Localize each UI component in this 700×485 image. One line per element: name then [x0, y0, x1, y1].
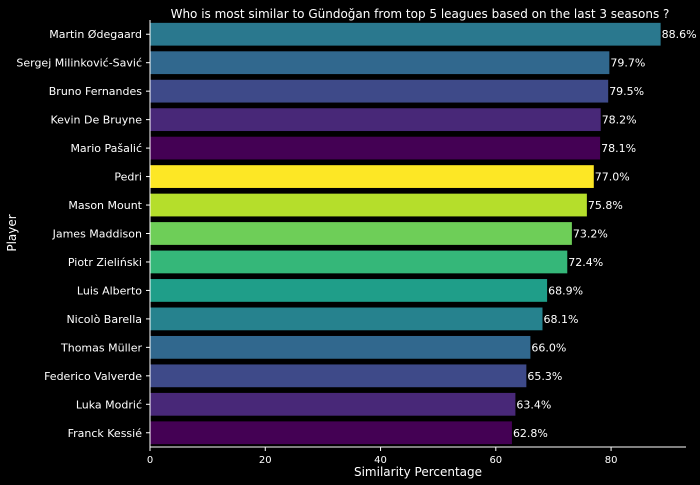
value-label: 78.1% — [601, 142, 636, 155]
category-label: Sergej Milinković-Savić — [16, 57, 142, 70]
bars-group — [150, 22, 661, 445]
x-axis-label: Similarity Percentage — [354, 465, 482, 479]
value-label: 65.3% — [527, 370, 562, 383]
bar — [150, 279, 548, 302]
bar — [150, 193, 587, 217]
x-tick-label: 0 — [147, 455, 153, 466]
bar — [150, 392, 516, 416]
category-label: Luis Alberto — [77, 284, 142, 297]
value-label: 72.4% — [568, 256, 603, 269]
x-tick-label: 20 — [259, 455, 272, 466]
x-ticks-group: 0 20 40 60 80 — [147, 447, 618, 466]
bar — [150, 364, 527, 388]
value-label: 73.2% — [573, 228, 608, 241]
category-label: Thomas Müller — [60, 341, 142, 354]
category-label: Mario Pašalić — [70, 142, 142, 155]
value-label: 78.2% — [602, 114, 637, 127]
bar — [150, 421, 512, 445]
category-label: Nicolò Barella — [66, 313, 142, 326]
x-tick-label: 80 — [605, 455, 618, 466]
category-label: Martin Ødegaard — [49, 28, 142, 41]
bar — [150, 250, 568, 274]
category-label: Luka Modrić — [76, 398, 142, 411]
bar — [150, 335, 531, 359]
category-label: Pedri — [114, 171, 142, 184]
value-label: 79.7% — [610, 57, 645, 70]
bar — [150, 108, 601, 132]
category-label: Kevin De Bruyne — [51, 114, 143, 127]
value-label: 88.6% — [662, 28, 697, 41]
chart-title: Who is most similar to Gündoğan from top… — [171, 7, 670, 21]
x-tick-label: 60 — [489, 455, 502, 466]
value-label: 68.9% — [548, 284, 583, 297]
value-label: 63.4% — [516, 398, 551, 411]
bar — [150, 79, 609, 103]
category-labels-group: Martin Ødegaard Sergej Milinković-Savić Br… — [16, 28, 150, 440]
value-label: 79.5% — [609, 85, 644, 98]
bar — [150, 22, 661, 46]
bar — [150, 51, 610, 75]
value-label: 62.8% — [513, 427, 548, 440]
value-label: 77.0% — [595, 171, 630, 184]
category-label: Federico Valverde — [44, 370, 142, 383]
value-label: 66.0% — [531, 341, 566, 354]
y-axis-label: Player — [5, 214, 19, 251]
value-labels-group: 88.6% 79.7% 79.5% 78.2% 78.1% 77.0% 75.8% 73.2%… — [513, 28, 697, 440]
category-label: Piotr Zieliński — [68, 256, 142, 269]
bar — [150, 307, 543, 331]
category-label: Franck Kessié — [68, 427, 143, 440]
bar — [150, 222, 572, 245]
category-label: Mason Mount — [68, 199, 142, 212]
value-label: 68.1% — [543, 313, 578, 326]
bar — [150, 165, 594, 188]
category-label: James Maddison — [52, 228, 142, 241]
x-tick-label: 40 — [374, 455, 387, 466]
bar — [150, 136, 601, 160]
category-label: Bruno Fernandes — [49, 85, 142, 98]
value-label: 75.8% — [588, 199, 623, 212]
